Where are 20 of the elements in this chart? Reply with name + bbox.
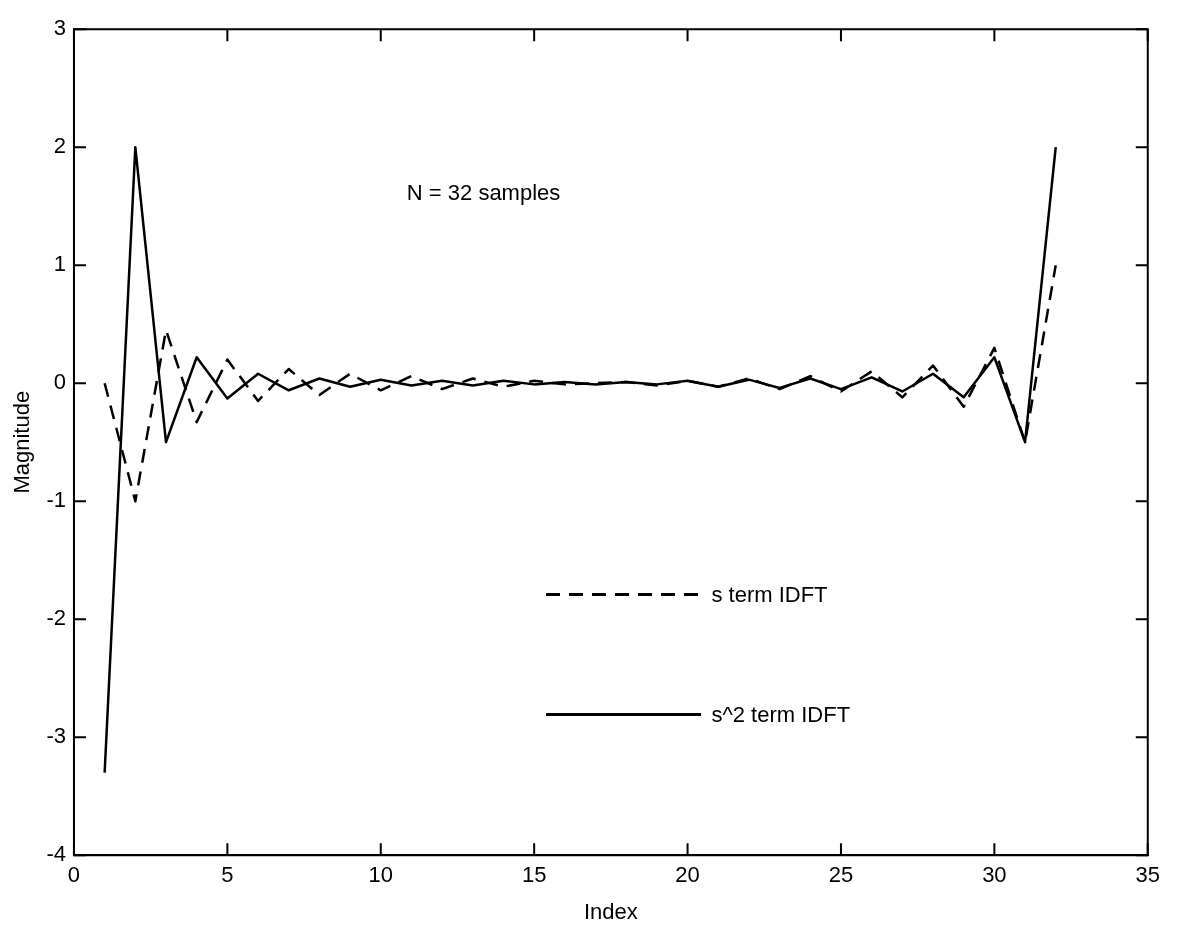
x-tick-label: 5 bbox=[221, 862, 234, 888]
y-tick-label: 0 bbox=[53, 369, 66, 395]
x-tick-label: 25 bbox=[828, 862, 854, 888]
x-tick-label: 20 bbox=[675, 862, 700, 888]
y-tick-label: 3 bbox=[53, 15, 66, 41]
x-tick-label: 15 bbox=[521, 862, 547, 888]
x-tick-label: 10 bbox=[368, 862, 393, 888]
x-tick-label: 30 bbox=[982, 862, 1007, 888]
x-axis-title: Index bbox=[583, 898, 638, 924]
legend-label: s^2 term IDFT bbox=[711, 701, 851, 728]
y-tick-label: -2 bbox=[46, 605, 66, 631]
y-axis-title: Magnitude bbox=[9, 390, 35, 494]
annotation: N = 32 samples bbox=[406, 180, 561, 206]
y-tick-label: -3 bbox=[46, 723, 66, 749]
y-tick-label: -4 bbox=[46, 841, 66, 867]
y-tick-label: -1 bbox=[46, 487, 66, 513]
y-tick-label: 1 bbox=[53, 251, 66, 277]
x-tick-label: 35 bbox=[1135, 862, 1161, 888]
y-tick-label: 2 bbox=[53, 133, 66, 159]
legend-label: s term IDFT bbox=[711, 581, 828, 608]
